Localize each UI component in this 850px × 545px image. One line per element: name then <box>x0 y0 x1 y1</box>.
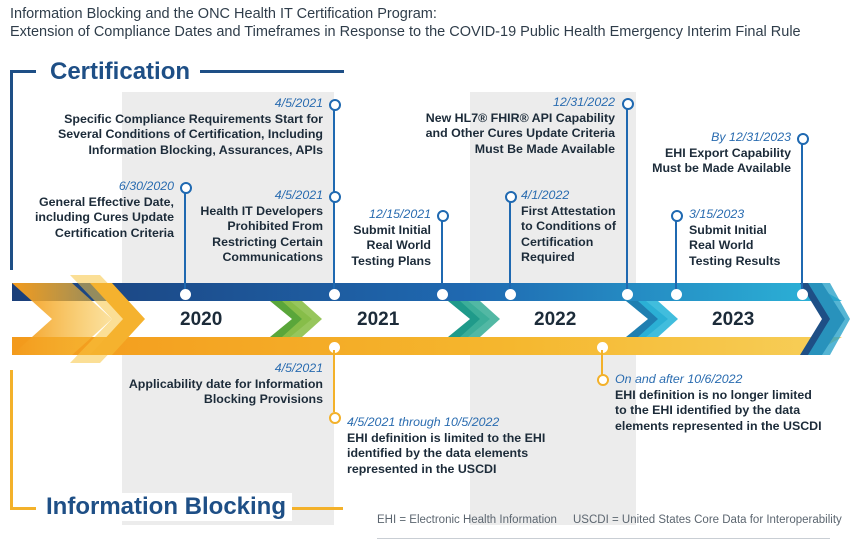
event-text-line: Several Conditions of Certification, Inc… <box>57 127 323 141</box>
event-text-line: Blocking Provisions <box>203 392 323 406</box>
event-text-line: and Other Cures Update Criteria <box>425 126 615 140</box>
event-date: 4/5/2021 <box>274 361 323 375</box>
event-date: 12/31/2022 <box>552 95 615 109</box>
event-text-line: Must be Made Available <box>652 161 791 175</box>
event-line-12-15-2021 <box>441 216 443 293</box>
timeline-marker <box>329 289 340 300</box>
information-blocking-section-title: Information Blocking <box>40 493 292 521</box>
event-6-30-2020: 6/30/2020 General Effective Date, includ… <box>35 179 174 241</box>
event-text-line: to Conditions of <box>521 219 616 233</box>
timeline-marker <box>437 289 448 300</box>
event-text-line: New HL7® FHIR® API Capability <box>425 110 615 125</box>
ib-marker <box>597 374 609 386</box>
event-text-line: Certification <box>521 234 594 249</box>
event-text-line: Submit Initial <box>689 222 767 237</box>
event-text-line: Specific Compliance Requirements Start f… <box>64 111 323 126</box>
footer-divider <box>377 538 830 539</box>
event-text-line: Certification Criteria <box>54 225 174 240</box>
event-text-line: EHI definition is no longer limited <box>615 387 812 402</box>
footnote-ehi: EHI = Electronic Health Information <box>377 514 557 526</box>
event-text-line: identified by the data elements <box>347 446 529 460</box>
event-3-15-2023: 3/15/2023 Submit Initial Real World Test… <box>689 207 780 269</box>
event-12-15-2021: 12/15/2021 Submit Initial Real World Tes… <box>351 207 431 269</box>
event-text-line: represented in the USCDI <box>347 461 497 476</box>
event-date: 4/5/2021 through 10/5/2022 <box>347 415 500 429</box>
event-marker <box>797 133 809 145</box>
event-text-line: elements represented in the USCDI <box>615 418 822 433</box>
event-by-12-31-2023: By 12/31/2023 EHI Export Capability Must… <box>652 130 791 177</box>
event-line-3-15-2023 <box>675 216 677 293</box>
event-text-line: Required <box>521 250 575 264</box>
diagram-title-line-1: Information Blocking and the ONC Health … <box>10 6 437 22</box>
event-text-line: Testing Plans <box>351 253 431 268</box>
event-date: 6/30/2020 <box>118 179 174 193</box>
event-marker <box>437 210 449 222</box>
event-text-line: to the EHI identified by the data <box>615 403 801 417</box>
event-text-line: Communications <box>222 250 323 264</box>
event-text-line: Information Blocking, Assurances, APIs <box>88 142 323 157</box>
event-text-line: General Effective Date, <box>39 194 174 209</box>
event-text-line: First Attestation <box>521 203 616 218</box>
certification-bracket <box>10 70 344 270</box>
event-text-line: Prohibited From <box>227 219 323 233</box>
timeline-marker <box>180 289 191 300</box>
ib-line-10-6-2022 <box>601 350 603 378</box>
ib-line-4-5-2021 <box>333 350 335 412</box>
event-line-12-31-2023 <box>801 139 803 293</box>
event-line-6-30-2020 <box>184 188 186 293</box>
event-date: 4/1/2022 <box>521 188 570 202</box>
timeline-marker <box>797 289 808 300</box>
event-text-line: Health IT Developers <box>200 203 323 218</box>
event-text-line: Testing Results <box>689 253 781 268</box>
event-text-line: Applicability date for Information <box>128 376 323 391</box>
event-text-line: Real World <box>689 238 754 252</box>
event-text-line: EHI Export Capability <box>665 145 791 160</box>
event-4-5-2021-developers: 4/5/2021 Health IT Developers Prohibited… <box>200 188 323 266</box>
timeline-marker <box>505 289 516 300</box>
diagram-title-line-2: Extension of Compliance Dates and Timefr… <box>10 24 801 40</box>
event-text-line: including Cures Update <box>34 210 174 224</box>
event-marker <box>329 99 341 111</box>
event-marker <box>505 191 517 203</box>
certification-section-title: Certification <box>44 58 197 86</box>
year-label-2020: 2020 <box>180 309 223 330</box>
event-marker <box>671 210 683 222</box>
event-text-line: Must Be Made Available <box>474 141 615 156</box>
event-text-line: Restricting Certain <box>212 234 323 249</box>
event-date: 12/15/2021 <box>368 207 431 221</box>
event-date: By 12/31/2023 <box>711 130 791 144</box>
event-date: 4/5/2021 <box>274 188 323 202</box>
event-date: 4/5/2021 <box>274 96 323 110</box>
event-marker <box>180 182 192 194</box>
information-blocking-bracket <box>10 370 343 510</box>
event-text-line: EHI definition is limited to the EHI <box>347 430 546 445</box>
ib-marker <box>329 412 341 424</box>
year-label-2023: 2023 <box>712 309 755 330</box>
event-date: On and after 10/6/2022 <box>615 372 743 386</box>
event-marker <box>329 191 341 203</box>
event-line-12-31-2022 <box>626 104 628 293</box>
event-text-line: Real World <box>366 238 432 252</box>
event-12-31-2022: 12/31/2022 New HL7® FHIR® API Capability… <box>426 95 615 157</box>
timeline-marker <box>622 289 633 300</box>
year-label-2022: 2022 <box>534 309 577 330</box>
ib-event-ehi-limited: 4/5/2021 through 10/5/2022 EHI definitio… <box>347 415 545 477</box>
event-4-1-2022: 4/1/2022 First Attestation to Conditions… <box>521 188 616 266</box>
year-label-2021: 2021 <box>357 309 400 330</box>
footnote-uscdi: USCDI = United States Core Data for Inte… <box>573 514 842 526</box>
timeline-marker <box>671 289 682 300</box>
ib-event-ehi-unlimited: On and after 10/6/2022 EHI definition is… <box>615 372 822 434</box>
event-4-5-2021-compliance: 4/5/2021 Specific Compliance Requirement… <box>58 96 323 158</box>
event-text-line: Submit Initial <box>353 222 431 237</box>
event-date: 3/15/2023 <box>689 207 745 221</box>
ib-event-applicability: 4/5/2021 Applicability date for Informat… <box>129 361 323 408</box>
event-line-4-1-2022 <box>509 197 511 293</box>
event-marker <box>622 98 634 110</box>
